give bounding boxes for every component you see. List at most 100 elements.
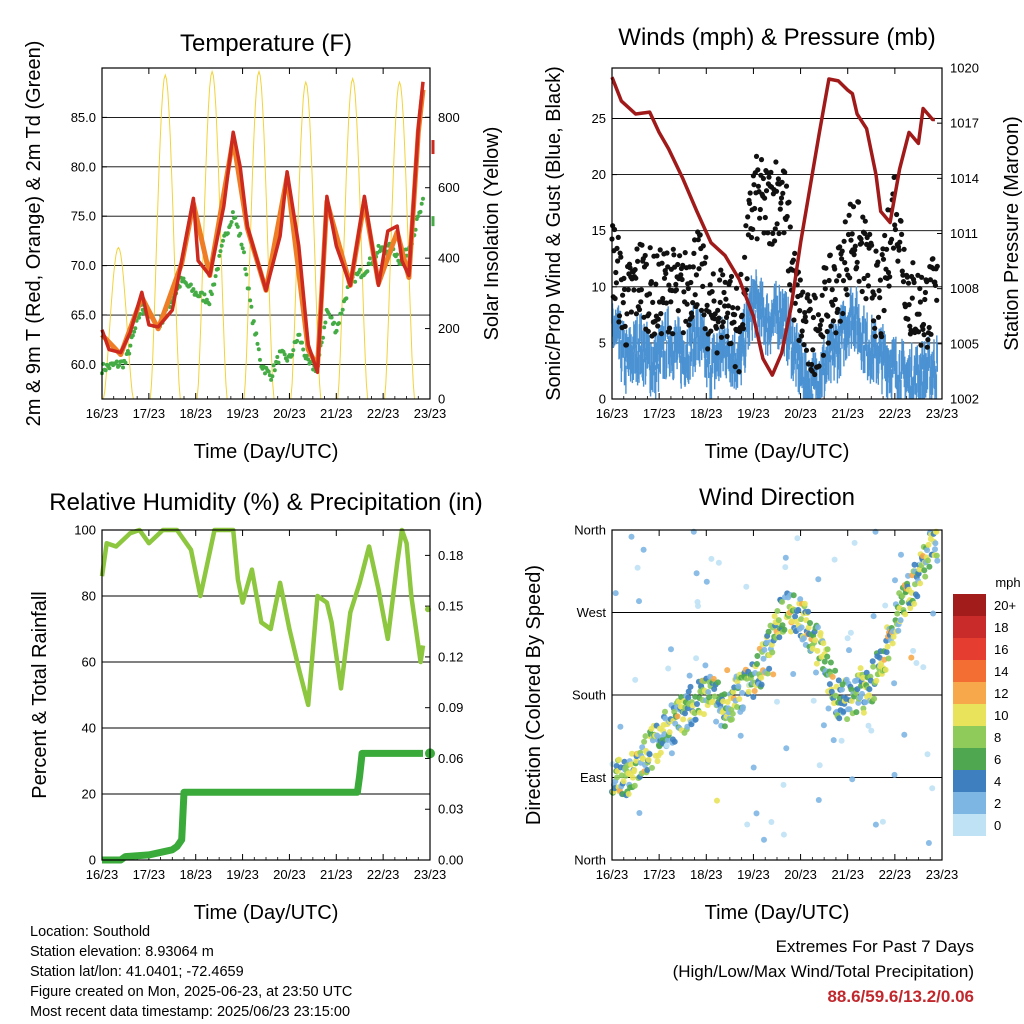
wind-gust-point: [613, 280, 620, 286]
panel2-y2-tick-label: 1011: [950, 226, 978, 241]
wind-gust-point: [885, 269, 892, 276]
wind-gust-point: [668, 299, 674, 305]
wind-gust-point: [803, 347, 810, 353]
wind-gust-point: [628, 309, 635, 315]
wind-direction-point: [685, 688, 692, 695]
wind-gust-point: [922, 289, 929, 296]
wind-direction-point: [632, 676, 639, 683]
wind-gust-point: [680, 262, 686, 268]
wind-gust-point: [695, 237, 701, 243]
panel2-x-tick-label: 16/23: [596, 406, 629, 421]
wind-direction-point: [873, 677, 880, 684]
wind-direction-point: [884, 643, 891, 650]
wind-gust-point: [777, 206, 783, 212]
wind-gust-point: [739, 312, 745, 318]
wind-gust-point: [825, 340, 832, 346]
wind-gust-point: [847, 275, 853, 281]
dewpoint-point: [419, 201, 424, 206]
wind-gust-point: [690, 300, 696, 306]
wind-gust-point: [648, 279, 655, 285]
wind-gust-point: [723, 314, 730, 320]
panel2-x-tick-label: 19/23: [737, 406, 770, 421]
dewpoint-point: [337, 321, 341, 326]
wind-gust-point: [728, 273, 735, 280]
wind-direction-point: [745, 688, 752, 695]
wind-direction-point: [645, 756, 652, 763]
wind-gust-point: [724, 333, 730, 339]
wind-gust-point: [713, 325, 720, 331]
wind-gust-point: [900, 279, 907, 285]
wind-gust-point: [839, 256, 845, 262]
panel1-y2-tick-label: 400: [438, 251, 460, 266]
wind-direction-point: [735, 683, 742, 690]
panel1-y-tick-label: 80.0: [71, 159, 96, 174]
wind-direction-point: [847, 629, 854, 636]
wind-gust-point: [860, 214, 866, 220]
wind-direction-point: [838, 737, 845, 744]
wind-gust-point: [684, 301, 690, 307]
wind-direction-point: [840, 708, 847, 715]
wind-gust-point: [799, 328, 805, 334]
colorbar-swatch: [953, 726, 986, 748]
wind-gust-point: [927, 277, 934, 283]
dewpoint-point: [256, 347, 261, 352]
wind-gust-point: [692, 292, 698, 298]
dewpoint-point: [202, 292, 207, 297]
wind-direction-point: [768, 819, 775, 825]
wind-gust-point: [827, 252, 833, 258]
dewpoint-point: [217, 253, 222, 258]
wind-gust-point: [819, 317, 825, 323]
panel4-x-tick-label: 23/23: [926, 867, 959, 882]
dewpoint-point: [219, 243, 224, 248]
wind-gust-point: [692, 237, 698, 243]
dewpoint-point: [290, 353, 295, 357]
dewpoint-point: [365, 269, 370, 274]
panel2-y2-tick-label: 1020: [950, 61, 979, 76]
wind-gust-point: [782, 169, 788, 175]
wind-gust-point: [899, 231, 905, 237]
wind-direction-point: [780, 781, 787, 788]
wind-gust-point: [616, 313, 623, 319]
wind-direction-point: [892, 577, 898, 584]
wind-direction-point: [862, 699, 869, 706]
wind-gust-point: [743, 223, 749, 229]
colorbar-swatch: [953, 748, 986, 770]
wind-gust-point: [835, 306, 841, 312]
wind-gust-point: [732, 312, 738, 318]
wind-direction-point: [753, 810, 760, 817]
wind-direction-point: [740, 704, 746, 711]
wind-gust-point: [688, 279, 694, 286]
wind-gust-point: [763, 188, 770, 194]
wind-gust-point: [700, 243, 706, 249]
wind-gust-point: [841, 238, 847, 244]
wind-gust-point: [633, 275, 639, 281]
wind-direction-point: [911, 600, 918, 607]
wind-gust-point: [855, 199, 862, 205]
wind-gust-point: [830, 302, 836, 308]
wind-direction-point: [641, 738, 648, 745]
wind-gust-point: [622, 323, 628, 329]
wind-direction-point: [695, 603, 701, 609]
panel1-x-tick-label: 19/23: [226, 406, 259, 421]
wind-direction-point: [809, 645, 816, 652]
colorbar-label: 10: [994, 708, 1008, 723]
dewpoint-point: [204, 297, 209, 302]
wind-gust-point: [682, 250, 688, 256]
wind-gust-point: [876, 288, 882, 294]
panel2-y-axis-label: Sonic/Prop Wind & Gust (Blue, Black): [543, 66, 565, 401]
panel2-y2-tick-label: 1008: [950, 281, 979, 296]
dewpoint-point: [209, 292, 214, 297]
wind-direction-point: [715, 679, 721, 686]
wind-gust-point: [820, 334, 826, 340]
panel4-x-tick-label: 21/23: [831, 867, 864, 882]
wind-direction-point: [666, 729, 673, 736]
panel4-x-tick-label: 19/23: [737, 867, 770, 882]
wind-direction-point: [882, 602, 889, 609]
dewpoint-point: [249, 304, 254, 309]
wind-gust-point: [678, 272, 684, 278]
wind-gust-point: [773, 188, 780, 194]
wind-direction-point: [820, 640, 827, 647]
wind-gust-point: [871, 292, 877, 298]
wind-gust-point: [722, 303, 728, 309]
